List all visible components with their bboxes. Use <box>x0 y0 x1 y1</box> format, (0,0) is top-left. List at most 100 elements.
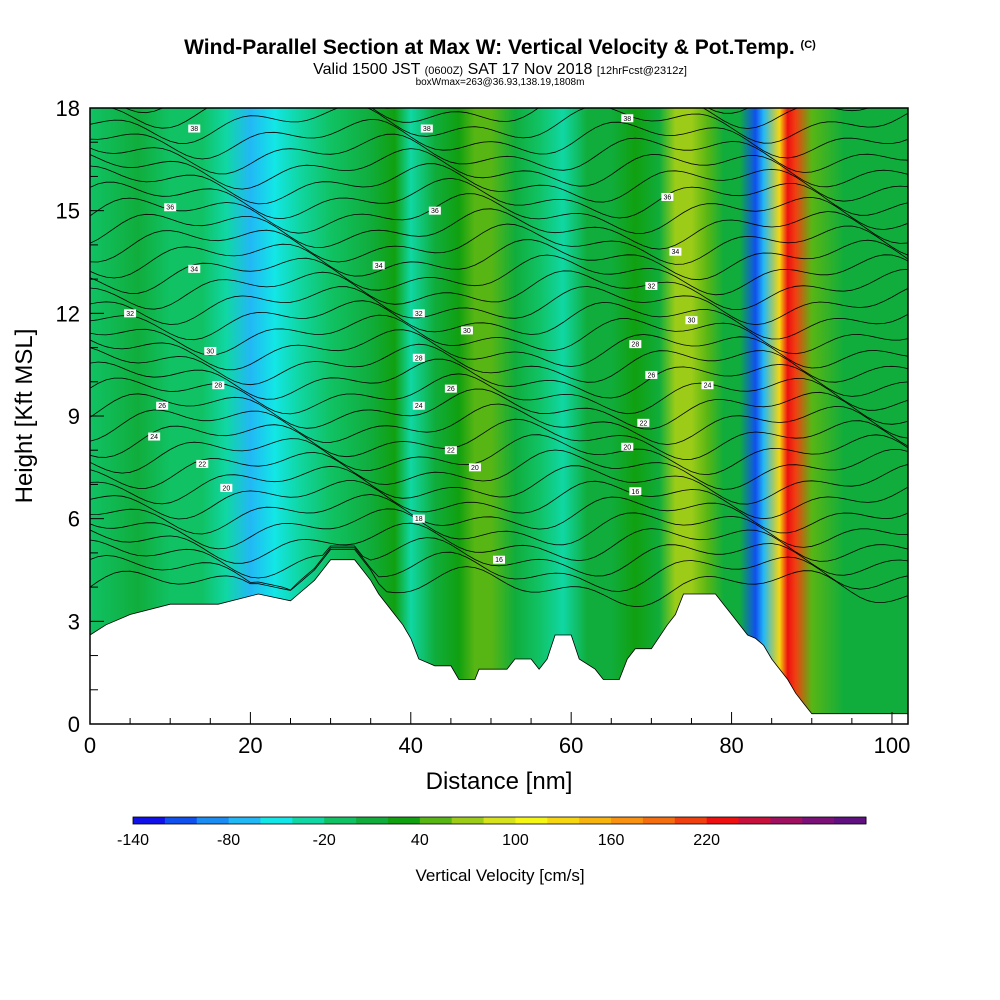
contour-label-text: 32 <box>647 283 655 290</box>
contour-label-bg <box>412 401 425 410</box>
theta-contour-line <box>90 549 908 608</box>
contour-label-bg <box>372 261 385 270</box>
contour-label-text: 26 <box>447 386 455 393</box>
theta-contour-line <box>90 343 908 386</box>
contour-label-bg <box>444 446 457 455</box>
contour-label-text: 30 <box>463 328 471 335</box>
contour-label-bg <box>444 384 457 393</box>
y-axis-title: Height [Kft MSL] <box>11 329 38 504</box>
theta-contour-line <box>90 108 908 144</box>
contour-label: 34 <box>669 247 682 256</box>
theta-contour-line <box>109 108 870 129</box>
contour-label-bg <box>645 281 658 290</box>
contour-label: 20 <box>220 483 233 492</box>
contour-label: 24 <box>148 432 161 441</box>
contour-label: 28 <box>629 340 642 349</box>
x-tick-label: 0 <box>84 733 96 758</box>
contour-label: 26 <box>444 384 457 393</box>
contour-label-text: 36 <box>431 208 439 215</box>
contour-label-bg <box>412 309 425 318</box>
contour-label-bg <box>621 442 634 451</box>
theta-contour-line <box>90 148 908 190</box>
colorbar-swatch <box>579 817 612 824</box>
contour-label-bg <box>156 401 169 410</box>
x-tick-label: 80 <box>719 733 743 758</box>
contour-label-bg <box>629 340 642 349</box>
y-tick-label: 9 <box>68 404 80 429</box>
colorbar-swatch <box>133 817 166 824</box>
contour-label: 30 <box>460 326 473 335</box>
contour-label-text: 26 <box>158 403 166 410</box>
contour-label-text: 26 <box>647 372 655 379</box>
contour-label-text: 18 <box>415 516 423 523</box>
valid-prefix: Valid 1500 JST <box>313 61 421 78</box>
colorbar-swatch <box>228 817 261 824</box>
contour-label-text: 32 <box>126 311 134 318</box>
contour-label: 34 <box>372 261 385 270</box>
colorbar-swatch <box>515 817 548 824</box>
theta-contours <box>90 108 908 608</box>
colorbar-swatch <box>483 817 516 824</box>
contour-label: 20 <box>621 442 634 451</box>
contour-label: 16 <box>493 555 505 564</box>
chart-subtitle: Valid 1500 JST (0600Z) SAT 17 Nov 2018 [… <box>0 61 1000 79</box>
contour-label-text: 36 <box>664 194 672 201</box>
contour-label-bg <box>204 346 217 355</box>
y-tick-label: 6 <box>68 507 80 532</box>
theta-contour-line <box>90 208 908 250</box>
colorbar-title: Vertical Velocity [cm/s] <box>415 866 584 885</box>
terrain <box>89 559 909 725</box>
contour-label-bg <box>428 206 441 215</box>
contour-label-bg <box>645 370 658 379</box>
contour-label: 34 <box>188 264 201 273</box>
theta-contour-line <box>90 300 908 341</box>
colorbar-swatch <box>387 817 421 824</box>
contour-label-bg <box>412 514 425 523</box>
valid-utc: (0600Z) <box>424 65 464 77</box>
colorbar: -140 -80 -20 40 100 160 220 <box>117 816 867 849</box>
theta-contour-line <box>90 177 908 220</box>
theta-contour-line <box>90 464 908 505</box>
contour-label-bg <box>220 483 233 492</box>
contour-label-text: 24 <box>150 434 158 441</box>
contour-label-bg <box>661 192 674 201</box>
contour-label-text: 36 <box>166 205 174 212</box>
theta-contour-line <box>90 547 908 592</box>
theta-contour-line <box>90 314 908 356</box>
forecast-info: [12hrFcst@2312z] <box>596 65 687 77</box>
colorbar-frame <box>132 816 867 825</box>
colorbar-swatch <box>611 817 644 824</box>
contour-label-bg <box>468 463 481 472</box>
contour-label: 24 <box>701 381 714 390</box>
colorbar-tick-label: 160 <box>598 832 625 849</box>
theta-contour-line <box>90 373 908 415</box>
contour-label-bg <box>164 203 177 212</box>
chart-title: Wind-Parallel Section at Max W: Vertical… <box>0 36 1000 60</box>
x-axis-title: Distance [nm] <box>426 768 573 795</box>
contour-label-bg <box>629 487 642 496</box>
contour-label-text: 22 <box>447 448 455 455</box>
contour-label-text: 32 <box>415 311 423 318</box>
x-tick-label: 100 <box>874 733 911 758</box>
contour-label: 20 <box>468 463 481 472</box>
theta-contour-line <box>90 388 908 430</box>
colorbar-swatch <box>292 817 325 824</box>
contour-label-bg <box>212 381 225 390</box>
contour-label: 32 <box>412 309 425 318</box>
colorbar-swatch <box>260 817 293 824</box>
contour-label: 38 <box>420 124 433 133</box>
theta-contour-line <box>90 434 908 476</box>
theta-contour-line <box>90 254 908 296</box>
colorbar-swatch <box>356 817 389 824</box>
contour-label: 36 <box>661 192 674 201</box>
contour-label-text: 30 <box>688 318 696 325</box>
contour-label-bg <box>460 326 473 335</box>
contour-label: 26 <box>645 370 658 379</box>
y-tick-label: 18 <box>56 96 80 121</box>
y-tick-label: 15 <box>56 199 80 224</box>
contour-label-text: 28 <box>415 355 423 362</box>
colorbar-tick-label: 100 <box>502 832 529 849</box>
theta-contour-line <box>90 133 908 175</box>
colorbar-swatch <box>419 817 453 824</box>
